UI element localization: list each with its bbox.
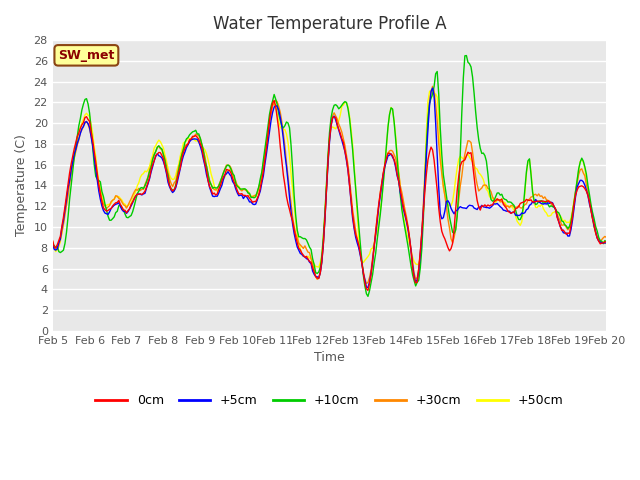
Text: SW_met: SW_met — [58, 49, 115, 62]
Legend: 0cm, +5cm, +10cm, +30cm, +50cm: 0cm, +5cm, +10cm, +30cm, +50cm — [90, 389, 568, 412]
Y-axis label: Temperature (C): Temperature (C) — [15, 134, 28, 237]
Title: Water Temperature Profile A: Water Temperature Profile A — [212, 15, 446, 33]
X-axis label: Time: Time — [314, 351, 345, 364]
